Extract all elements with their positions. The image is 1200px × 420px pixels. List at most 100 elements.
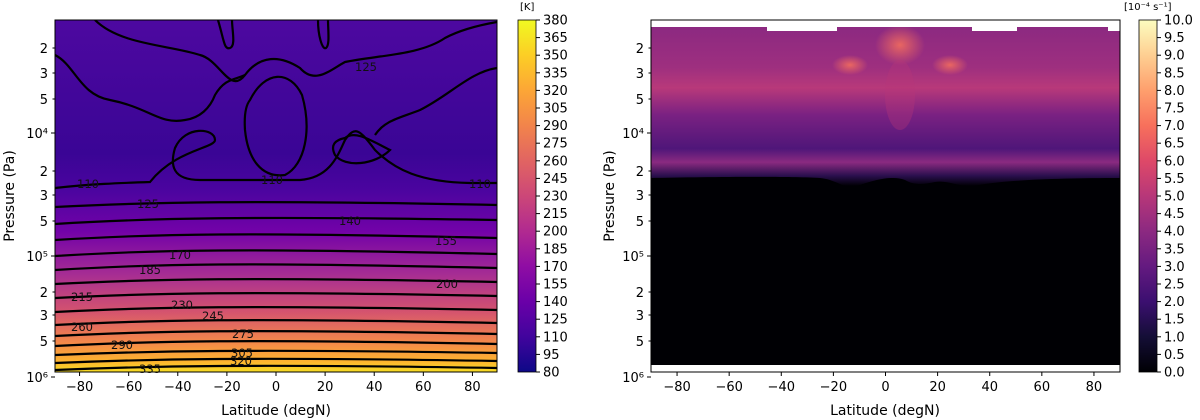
contour-label: 110 — [77, 177, 99, 191]
left-colorbar-tick-label: 320 — [543, 84, 568, 99]
contour-label: 170 — [169, 248, 191, 262]
contour-label: 185 — [139, 263, 161, 277]
right-y-axis-label: Pressure (Pa) — [602, 150, 618, 242]
right-colorbar-tick-label: 9.5 — [1164, 31, 1185, 46]
contour-label: 260 — [71, 320, 93, 334]
right-x-tick-label: −80 — [663, 380, 690, 395]
left-y-tick-label: 5 — [40, 93, 48, 108]
contour-label: 245 — [202, 309, 224, 323]
right-x-tick-label: 40 — [981, 380, 998, 395]
right-colorbar: [10⁻⁴ s⁻¹] 10.0 9.5 9.0 8.5 8.0 7.5 7.0 6.5 6.0 5… — [1124, 2, 1193, 381]
right-hotspots — [832, 27, 968, 130]
right-colorbar-tick-label: 7.5 — [1164, 102, 1185, 117]
left-colorbar-tick-label: 230 — [543, 190, 568, 205]
right-y-tick-label: 5 — [636, 335, 644, 350]
left-y-tick-label: 3 — [40, 67, 48, 82]
left-colorbar-tick-label: 80 — [543, 366, 560, 381]
right-y-tick-label: 5 — [636, 215, 644, 230]
left-colorbar-unit: [K] — [520, 2, 534, 13]
right-x-axis: −80 −60 −40 −20 0 20 40 60 80 — [663, 372, 1102, 395]
right-y-tick-label: 3 — [636, 67, 644, 82]
left-colorbar-tick-label: 335 — [543, 66, 568, 81]
left-x-tick-label: −20 — [213, 380, 240, 395]
right-colorbar-tick-label: 1.0 — [1164, 330, 1185, 345]
right-colorbar-tick-label: 5.5 — [1164, 172, 1185, 187]
right-colorbar-tick-label: 1.5 — [1164, 313, 1185, 328]
left-y-axis-label: Pressure (Pa) — [2, 150, 18, 242]
right-bottom-blank — [651, 365, 1120, 372]
left-x-axis: −80 −60 −40 −20 0 20 40 60 80 — [66, 372, 481, 395]
left-y-tick-label: 10⁵ — [26, 250, 48, 265]
right-y-tick-label: 10⁶ — [622, 371, 644, 386]
right-y-tick-label: 10⁵ — [622, 250, 644, 265]
left-colorbar-tick-label: 275 — [543, 137, 568, 152]
contour-label: 215 — [71, 290, 93, 304]
right-colorbar-tick-label: 4.0 — [1164, 225, 1185, 240]
left-colorbar-tick-label: 200 — [543, 225, 568, 240]
left-y-tick-label: 5 — [40, 335, 48, 350]
contour-label: 275 — [232, 327, 254, 341]
left-colorbar: [K] 380 365 350 335 320 305 290 275 260 245 230 215… — [517, 2, 568, 381]
contour-label: 140 — [339, 214, 361, 228]
left-colorbar-gradient — [517, 19, 537, 373]
right-y-tick-label: 10⁴ — [622, 127, 644, 142]
right-colorbar-tick-label: 5.0 — [1164, 190, 1185, 205]
left-colorbar-tick-label: 185 — [543, 242, 568, 257]
left-colorbar-tick-label: 95 — [543, 348, 560, 363]
left-colorbar-tick-label: 155 — [543, 278, 568, 293]
left-colorbar-tick-label: 170 — [543, 260, 568, 275]
right-colorbar-tick-label: 3.0 — [1164, 260, 1185, 275]
contour-label: 320 — [230, 354, 252, 368]
left-y-tick-label: 2 — [40, 165, 48, 180]
left-x-tick-label: 40 — [366, 380, 383, 395]
right-y-tick-label: 3 — [636, 309, 644, 324]
left-y-tick-label: 5 — [40, 215, 48, 230]
right-colorbar-tick-label: 7.0 — [1164, 119, 1185, 134]
right-y-tick-label: 2 — [636, 165, 644, 180]
right-x-tick-label: 80 — [1086, 380, 1103, 395]
left-colorbar-tick-label: 380 — [543, 14, 568, 29]
contour-label: 125 — [355, 60, 377, 74]
right-colorbar-ticks: 10.0 9.5 9.0 8.5 8.0 7.5 7.0 6.5 6.0 5.5 5.0 4.5 4.0… — [1157, 14, 1193, 381]
left-x-tick-label: −60 — [115, 380, 142, 395]
right-y-tick-label: 3 — [636, 189, 644, 204]
left-colorbar-ticks: 380 365 350 335 320 305 290 275 260 245 230 215 200 1… — [536, 14, 568, 381]
left-colorbar-tick-label: 260 — [543, 154, 568, 169]
right-colorbar-tick-label: 8.5 — [1164, 66, 1185, 81]
right-colorbar-tick-label: 4.5 — [1164, 207, 1185, 222]
right-colorbar-tick-label: 2.0 — [1164, 295, 1185, 310]
right-colorbar-tick-label: 9.0 — [1164, 49, 1185, 64]
right-y-tick-label: 2 — [636, 286, 644, 301]
contour-label: 110 — [261, 173, 283, 187]
left-heatmap-field — [55, 20, 497, 372]
right-top-gap — [1108, 27, 1120, 31]
right-y-tick-label: 5 — [636, 93, 644, 108]
left-colorbar-tick-label: 140 — [543, 295, 568, 310]
right-colorbar-tick-label: 0.0 — [1164, 366, 1185, 381]
contour-label: 230 — [171, 298, 193, 312]
left-contour-labels: 125 110 110 110 125 140 155 170 185 200 215 230 245 2… — [71, 60, 491, 376]
left-colorbar-tick-label: 245 — [543, 172, 568, 187]
left-x-tick-label: −40 — [164, 380, 191, 395]
left-y-tick-label: 10⁶ — [26, 371, 48, 386]
contour-label: 200 — [436, 277, 458, 291]
left-y-tick-label: 3 — [40, 309, 48, 324]
left-y-tick-label: 3 — [40, 189, 48, 204]
left-x-tick-label: −80 — [66, 380, 93, 395]
right-colorbar-tick-label: 6.0 — [1164, 154, 1185, 169]
left-y-tick-label: 2 — [40, 42, 48, 57]
right-colorbar-tick-label: 0.5 — [1164, 348, 1185, 363]
right-colorbar-gradient — [1138, 19, 1158, 373]
contour-label: 290 — [111, 338, 133, 352]
right-x-tick-label: 20 — [929, 380, 946, 395]
left-y-axis: 2 3 5 10⁴ 2 3 5 10⁵ 2 3 5 10⁶ — [26, 42, 55, 386]
left-colorbar-tick-label: 305 — [543, 102, 568, 117]
left-colorbar-tick-label: 365 — [543, 31, 568, 46]
right-x-tick-label: −20 — [820, 380, 847, 395]
right-colorbar-tick-label: 3.5 — [1164, 242, 1185, 257]
contour-label: 305 — [231, 346, 253, 360]
right-colorbar-unit: [10⁻⁴ s⁻¹] — [1124, 2, 1172, 13]
left-colorbar-tick-label: 215 — [543, 207, 568, 222]
